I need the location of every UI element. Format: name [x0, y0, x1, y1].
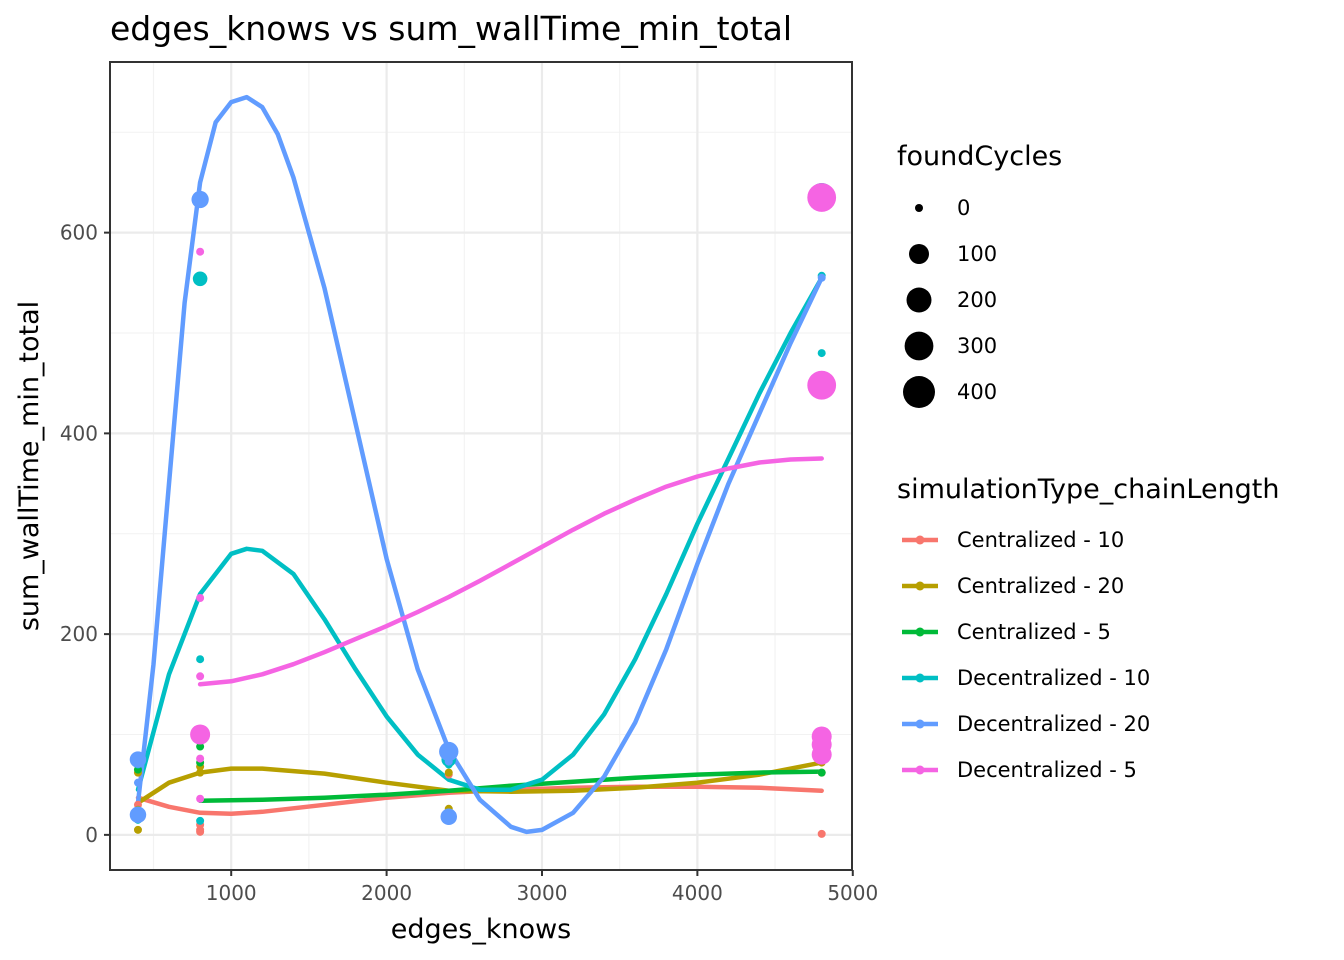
point-centralized-5 [196, 742, 205, 751]
color-legend-label: Decentralized - 5 [957, 758, 1137, 782]
size-legend-key [909, 244, 929, 264]
size-legend-label: 200 [957, 288, 997, 312]
size-legend-key [906, 287, 932, 313]
color-legend-title: simulationType_chainLength [897, 474, 1280, 505]
smooth-lines [135, 94, 824, 835]
point-decentralized-5 [190, 724, 211, 745]
point-decentralized-20 [133, 778, 142, 787]
x-axis: 1000 2000 3000 4000 5000 [206, 870, 878, 905]
size-legend: foundCycles 0 100 200 300 400 [897, 141, 1062, 408]
color-legend-key-point [915, 535, 925, 545]
scatter-points [129, 183, 837, 838]
color-legend-key-point [915, 581, 925, 591]
color-legend-label: Decentralized - 20 [957, 712, 1150, 736]
smooth-line-centralized-10 [135, 784, 824, 817]
point-decentralized-20 [191, 190, 209, 209]
y-tick-label: 200 [60, 622, 98, 646]
x-tick-label: 4000 [672, 881, 723, 905]
point-decentralized-20 [440, 808, 457, 826]
x-axis-title: edges_knows [391, 914, 571, 945]
size-legend-label: 0 [957, 196, 970, 220]
point-decentralized-10 [196, 655, 205, 664]
size-legend-label: 300 [957, 334, 997, 358]
color-legend-label: Centralized - 20 [957, 574, 1124, 598]
point-decentralized-20 [439, 741, 459, 762]
color-legend-key-point [915, 673, 925, 683]
point-centralized-20 [444, 768, 453, 777]
major-gridlines [110, 62, 852, 870]
point-decentralized-5 [196, 247, 205, 256]
point-centralized-20 [196, 768, 205, 777]
panel-background [110, 62, 852, 870]
point-decentralized-5 [196, 754, 205, 763]
size-legend-entries: 0 100 200 300 400 [903, 196, 997, 408]
smooth-line-decentralized-20 [135, 94, 824, 835]
color-legend-key-point [915, 765, 925, 775]
plot-panel [109, 61, 853, 871]
point-centralized-5 [817, 768, 826, 777]
size-legend-key [903, 376, 935, 408]
chart-title: edges_knows vs sum_wallTime_min_total [110, 9, 792, 48]
point-decentralized-10 [817, 349, 826, 358]
x-tick-label: 3000 [517, 881, 568, 905]
point-decentralized-5 [196, 593, 205, 602]
color-legend-label: Decentralized - 10 [957, 666, 1150, 690]
point-decentralized-10 [192, 271, 208, 287]
size-legend-key [904, 331, 934, 361]
color-legend-key-point [915, 719, 925, 729]
smooth-line-centralized-5 [197, 769, 824, 803]
point-decentralized-5 [807, 183, 837, 212]
color-legend-label: Centralized - 10 [957, 528, 1124, 552]
y-tick-label: 600 [60, 221, 98, 245]
color-legend: simulationType_chainLength Centralized -… [897, 474, 1280, 782]
size-legend-label: 400 [957, 380, 997, 404]
smooth-line-decentralized-5 [197, 456, 824, 687]
smooth-line-centralized-20 [135, 760, 824, 806]
point-decentralized-5 [196, 794, 205, 803]
x-tick-label: 1000 [206, 881, 257, 905]
point-decentralized-5 [811, 744, 832, 765]
point-centralized-10 [817, 829, 826, 838]
point-decentralized-20 [444, 757, 453, 766]
color-legend-entries: Centralized - 10 Centralized - 20 Centrali… [902, 528, 1150, 782]
color-legend-label: Centralized - 5 [957, 620, 1111, 644]
panel-border [109, 61, 853, 871]
point-decentralized-20 [817, 273, 826, 282]
smooth-line-decentralized-10 [135, 275, 824, 792]
point-decentralized-10 [196, 816, 205, 825]
size-legend-label: 100 [957, 242, 997, 266]
y-tick-label: 400 [60, 421, 98, 445]
size-legend-key [915, 204, 923, 212]
point-decentralized-5 [807, 370, 837, 400]
point-decentralized-20 [129, 806, 147, 824]
y-axis-title: sum_wallTime_min_total [14, 301, 45, 631]
color-legend-key-point [915, 627, 925, 637]
size-legend-title: foundCycles [897, 141, 1062, 172]
x-tick-label: 5000 [827, 881, 878, 905]
x-tick-label: 2000 [361, 881, 412, 905]
point-centralized-20 [133, 825, 142, 834]
point-decentralized-5 [196, 672, 205, 681]
y-axis: 0 200 400 600 [60, 221, 110, 847]
point-decentralized-20 [129, 751, 147, 768]
y-tick-label: 0 [85, 823, 98, 847]
minor-gridlines [110, 62, 852, 870]
